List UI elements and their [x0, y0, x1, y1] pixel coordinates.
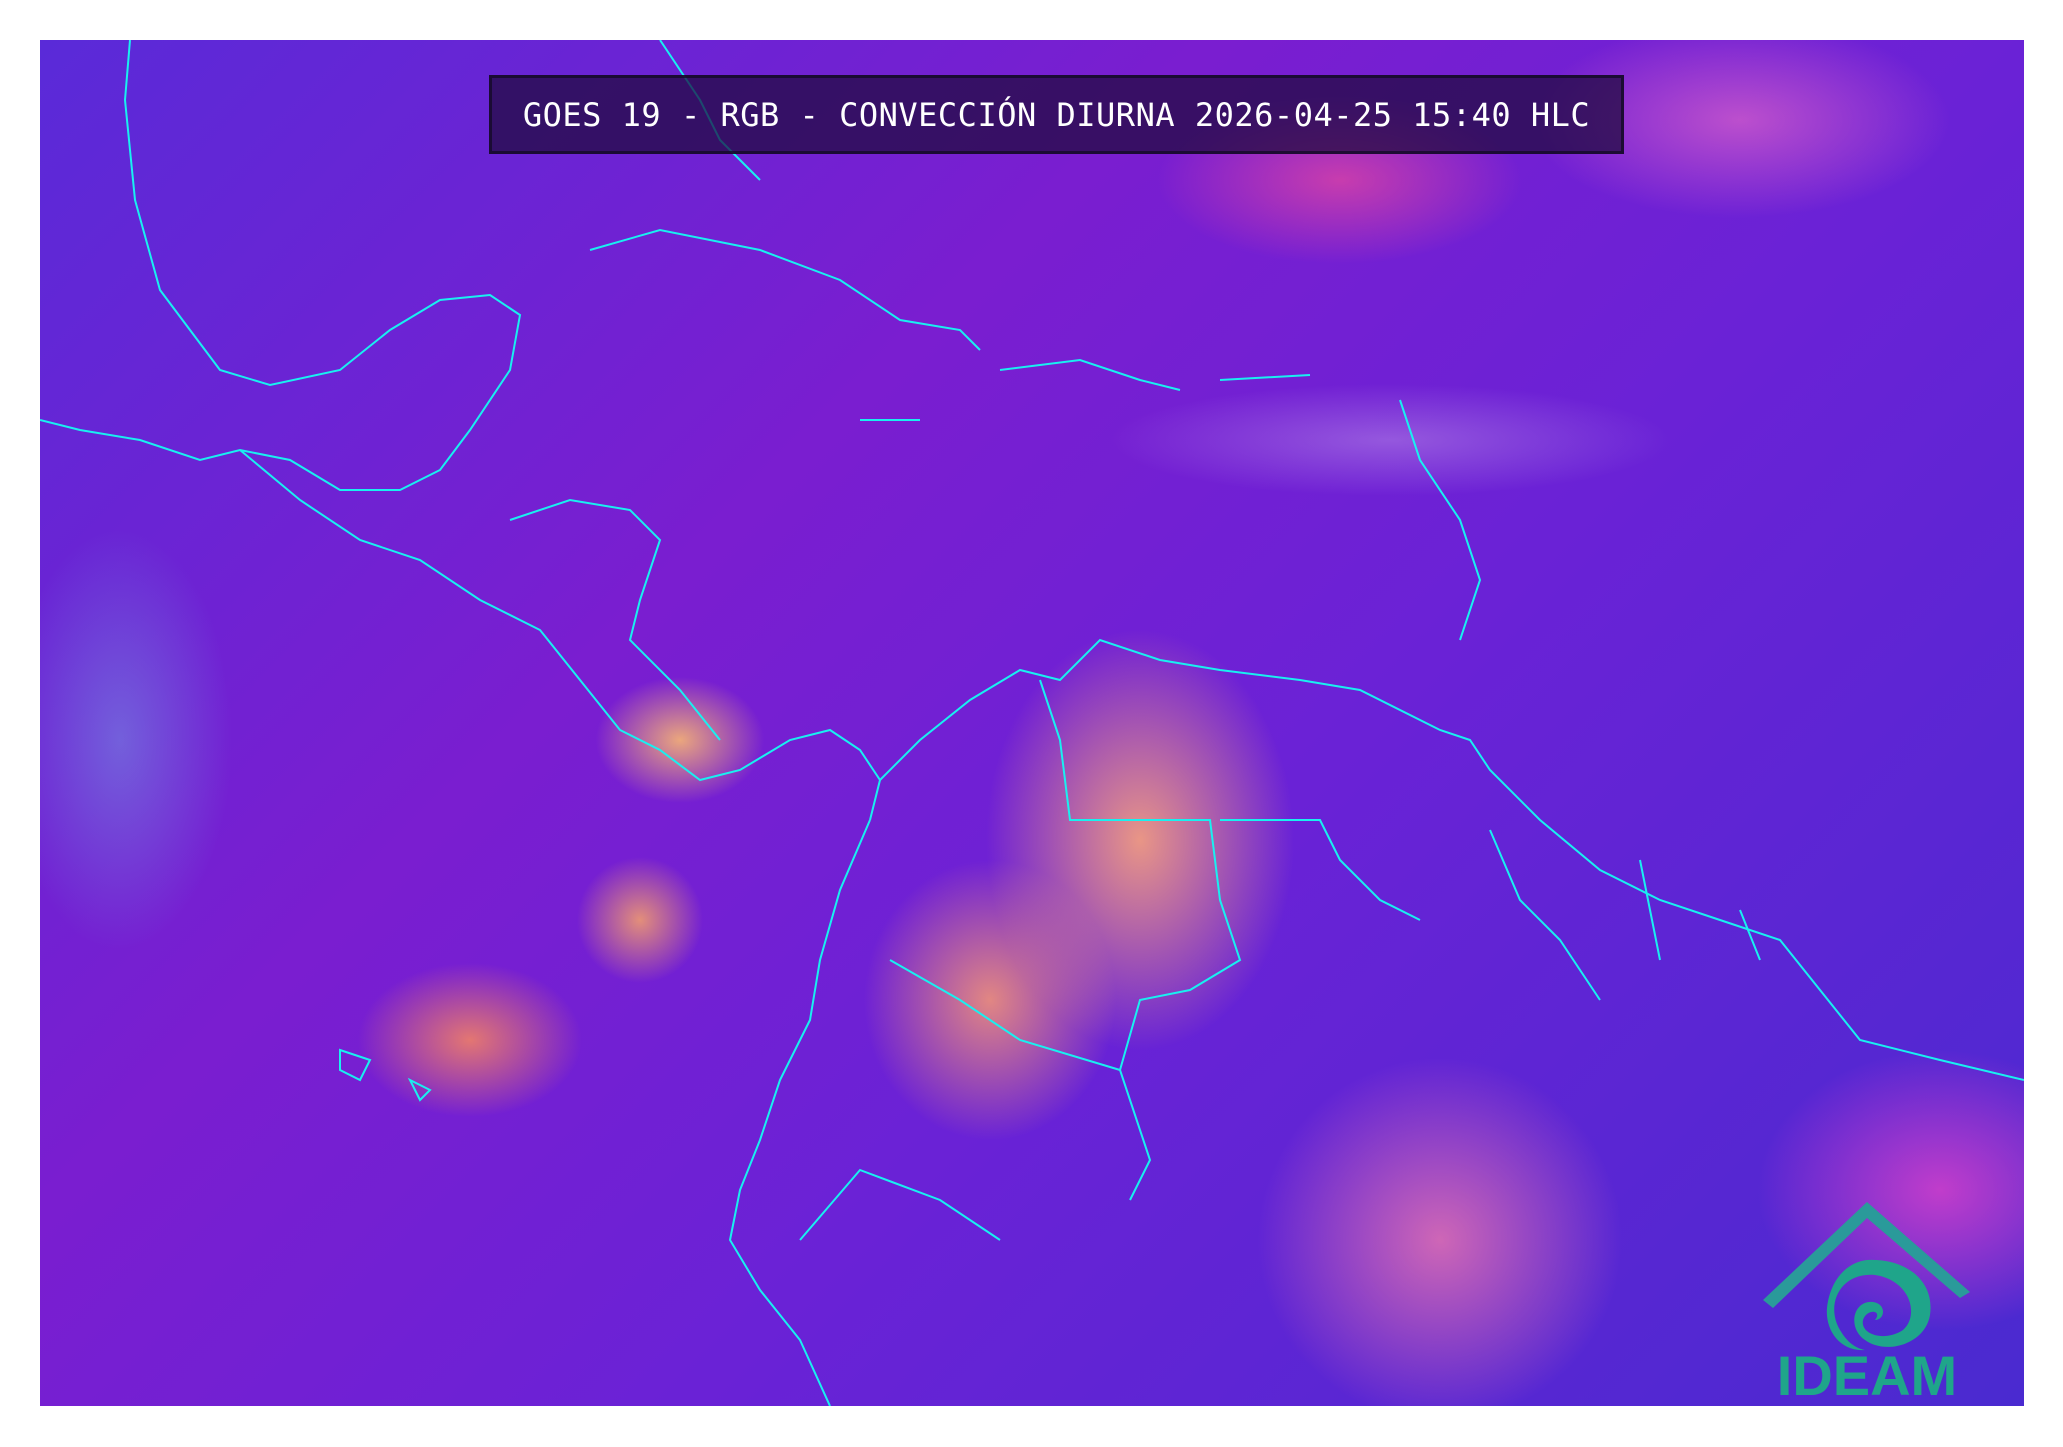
coastlines-borders [40, 40, 2024, 1406]
caribbean-islands [589, 40, 1482, 641]
galapagos [339, 1048, 432, 1102]
country-borders [799, 679, 1761, 1241]
logo-text: IDEAM [1777, 1344, 1957, 1402]
south-america-coast [728, 638, 2024, 1406]
logo-spiral-icon [1826, 1259, 1931, 1351]
logo-roof-icon [1763, 1202, 1970, 1308]
title-banner: GOES 19 - RGB - CONVECCIÓN DIURNA 2026-0… [489, 75, 1624, 154]
gulf-of-mexico-coast [40, 40, 522, 491]
satellite-map [40, 40, 2024, 1406]
ideam-logo: IDEAM [1763, 1202, 1970, 1402]
central-america-coast [239, 449, 882, 821]
image-title: GOES 19 - RGB - CONVECCIÓN DIURNA 2026-0… [522, 95, 1591, 134]
